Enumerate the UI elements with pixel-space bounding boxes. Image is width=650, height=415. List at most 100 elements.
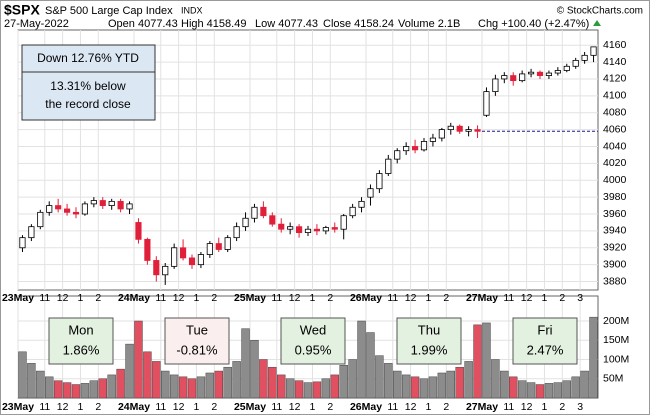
volume-bar (419, 378, 429, 399)
y-tick-label: 4020 (603, 157, 627, 169)
volume-bar (71, 384, 81, 399)
y-tick-label: 4040 (603, 140, 627, 152)
x-tick-label: 11 (503, 292, 514, 304)
x-tick-label: 11 (39, 401, 50, 413)
stat: Chg +100.40 (+2.47%) (478, 18, 589, 30)
marks (18, 46, 598, 399)
volume-bar (214, 370, 223, 399)
y-tick-label: 4160 (603, 39, 627, 51)
x-tick-label: 24May (118, 292, 150, 304)
stat: Close 4158.24 (323, 18, 394, 30)
x-tick-label: 2 (211, 292, 217, 304)
volume-bar (27, 363, 36, 399)
candle-body (81, 203, 89, 215)
volume-bar (116, 368, 125, 399)
volume-bar (62, 382, 72, 399)
x-tick-label: 12 (173, 401, 185, 413)
volume-bar (294, 380, 304, 399)
x-tick-label: 2 (327, 292, 333, 304)
record-note: 13.31% below (50, 79, 126, 93)
day-box (48, 317, 114, 365)
candle-body (456, 125, 463, 132)
volume-bar (446, 370, 455, 399)
x-tick-label: 23May (2, 401, 34, 413)
volume-bar (143, 351, 152, 399)
candle-body (171, 247, 178, 267)
candle-body (19, 237, 26, 249)
volume-bar (562, 380, 571, 399)
volume-bar (366, 332, 375, 399)
volume-bar (482, 322, 491, 399)
volume-bar (241, 328, 250, 399)
candle-body (545, 72, 553, 76)
volume-bar (285, 378, 295, 399)
volume-bar (152, 361, 161, 399)
volume-bar (330, 374, 339, 399)
candle-body (411, 146, 419, 151)
candle-body (72, 211, 80, 215)
volume-bar (161, 370, 170, 399)
candle-body (46, 205, 53, 213)
y-tick-label: 3900 (603, 258, 627, 270)
day-name: Tue (186, 322, 208, 337)
candle-body (260, 206, 267, 217)
candle-body (492, 78, 499, 93)
x-tick-label: 2 (327, 401, 333, 413)
credit: © StockCharts.com (557, 6, 643, 17)
candle-body (465, 129, 472, 132)
x-tick-label: 1 (310, 401, 316, 413)
candle-body (474, 129, 481, 132)
x-tick-label: 23May (2, 292, 34, 304)
volume-bar (223, 366, 232, 399)
record-note: the record close (45, 97, 131, 111)
volume-bar (401, 374, 411, 399)
volume-bar (509, 376, 518, 399)
stats: Open 4077.43 High 4158.49 Low 4077.43 Close… (108, 18, 589, 30)
x-tick-label: 2 (559, 292, 565, 304)
x-tick-label: 26May (350, 292, 382, 304)
candle-body (528, 71, 535, 75)
candle-body (64, 208, 71, 213)
x-tick-label: 11 (387, 401, 398, 413)
x-tick-label: 11 (39, 292, 50, 304)
volume-bar (437, 372, 447, 399)
volume-bar (98, 378, 107, 399)
x-tick-label: 12 (289, 401, 301, 413)
y-tick-label: 150M (603, 334, 629, 346)
y-tick-label: 3880 (603, 275, 627, 287)
candle-body (287, 226, 294, 230)
volume-bar (18, 351, 27, 399)
record-box (21, 71, 156, 121)
y-tick-label: 50M (603, 373, 623, 385)
candle-body (188, 257, 196, 266)
candle-body (55, 205, 62, 210)
volume-bar (196, 376, 206, 399)
x-tick-label: 2 (95, 292, 101, 304)
volume-bar (410, 376, 420, 399)
x-tick-label: 2 (443, 401, 449, 413)
volume-bar (268, 366, 277, 399)
volume-bar (473, 324, 482, 399)
x-tick-label: 1 (426, 401, 432, 413)
volume-bar (464, 361, 473, 399)
candle-body (322, 227, 329, 232)
x-tick-label: 2 (95, 401, 101, 413)
day-box (512, 317, 578, 365)
volume-bar (303, 382, 313, 399)
candle-body (563, 65, 570, 71)
volume-bar (339, 365, 348, 399)
x-tick-label: 11 (271, 401, 282, 413)
volume-bar (53, 380, 63, 399)
candle-body (510, 75, 517, 82)
volume-bar (500, 370, 509, 399)
stat: Low 4077.43 (255, 18, 318, 30)
x-tick-label: 1 (194, 401, 200, 413)
exchange: INDX (181, 5, 203, 15)
candle-body (162, 265, 169, 276)
x-tick-label: 3 (577, 292, 583, 304)
candle-body (447, 125, 454, 131)
stat: Volume 2.1B (398, 18, 460, 30)
volume-bar (589, 316, 598, 399)
x-tick-label: 11 (271, 292, 282, 304)
x-tick-label: 1 (78, 401, 84, 413)
